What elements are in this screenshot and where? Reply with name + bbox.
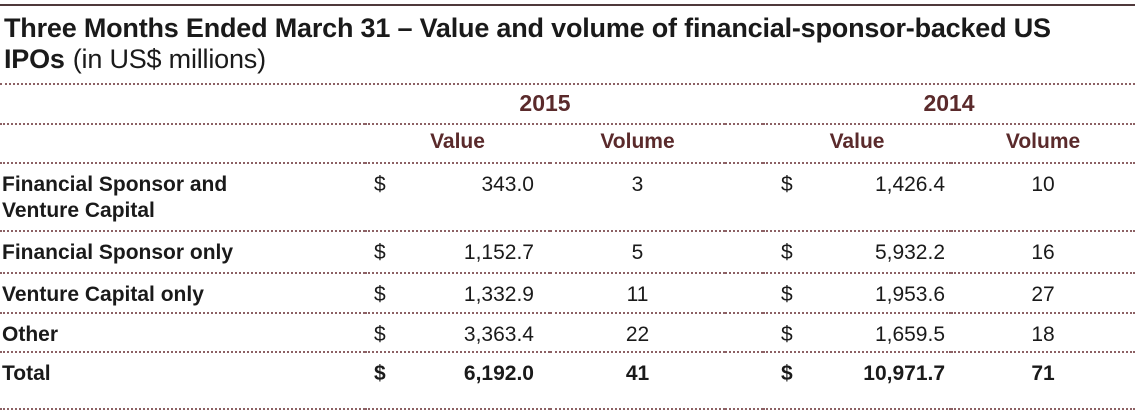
column-gap xyxy=(725,273,763,313)
column-gap xyxy=(725,352,763,409)
value-2014-cell: $1,426.4 xyxy=(763,163,951,231)
value-2015: 343.0 xyxy=(481,173,534,196)
row-label: Venture Capital only xyxy=(2,283,204,306)
title-units: (in US$ millions) xyxy=(72,44,266,74)
row-label: Financial Sponsor and Venture Capital xyxy=(2,173,228,222)
column-gap xyxy=(725,124,763,163)
table-total-row: Total $6,192.0 41 $10,971.7 71 xyxy=(0,352,1135,409)
empty-cell xyxy=(0,124,365,163)
volume-2015: 11 xyxy=(626,283,649,306)
value-2014-header: Value xyxy=(829,130,885,153)
currency-symbol: $ xyxy=(781,323,793,346)
table-row: Other $3,363.4 22 $1,659.5 18 xyxy=(0,313,1135,352)
value-2015: 1,152.7 xyxy=(463,241,534,264)
page-title: Three Months Ended March 31 – Value and … xyxy=(0,6,1135,85)
currency-symbol: $ xyxy=(374,241,386,264)
value-2015-header: Value xyxy=(430,130,485,153)
currency-symbol: $ xyxy=(374,323,386,346)
value-2015-cell: $6,192.0 xyxy=(365,352,550,409)
column-gap xyxy=(725,85,763,124)
year-header-2014: 2014 xyxy=(923,90,975,116)
value-2015: 6,192.0 xyxy=(463,362,534,385)
column-header-row: Value Volume Value Volume xyxy=(0,124,1135,163)
volume-2015: 5 xyxy=(631,241,644,264)
column-gap xyxy=(725,313,763,352)
value-2014-cell: $5,932.2 xyxy=(763,231,951,273)
table-row: Financial Sponsor and Venture Capital $3… xyxy=(0,163,1135,231)
value-2014: 1,953.6 xyxy=(874,283,946,306)
value-2015-cell: $1,332.9 xyxy=(365,273,550,313)
value-2015-cell: $1,152.7 xyxy=(365,231,550,273)
value-2014-cell: $10,971.7 xyxy=(763,352,951,409)
currency-symbol: $ xyxy=(781,241,793,264)
title-line2-bold: US IPOs xyxy=(4,13,1051,74)
row-label: Total xyxy=(2,362,51,385)
year-header-row: 2015 2014 xyxy=(0,85,1135,124)
currency-symbol: $ xyxy=(374,283,386,306)
ipo-value-volume-table: 2015 2014 Value Volume Value Volume Fina… xyxy=(0,85,1135,410)
value-2015: 1,332.9 xyxy=(463,283,534,306)
value-2014: 5,932.2 xyxy=(874,241,946,264)
table-row: Venture Capital only $1,332.9 11 $1,953.… xyxy=(0,273,1135,313)
volume-2015-header: Volume xyxy=(600,130,675,153)
row-label: Other xyxy=(2,323,59,346)
value-2014-cell: $1,953.6 xyxy=(763,273,951,313)
volume-2014: 27 xyxy=(1031,283,1055,306)
value-2015-cell: $343.0 xyxy=(365,163,550,231)
volume-2014: 71 xyxy=(1031,362,1055,385)
year-header-2015: 2015 xyxy=(519,90,571,116)
table-row: Financial Sponsor only $1,152.7 5 $5,932… xyxy=(0,231,1135,273)
row-label: Financial Sponsor only xyxy=(2,241,234,264)
column-gap xyxy=(725,163,763,231)
empty-cell xyxy=(0,85,365,124)
volume-2015: 41 xyxy=(625,362,650,385)
currency-symbol: $ xyxy=(781,362,793,385)
currency-symbol: $ xyxy=(781,283,793,306)
value-2014: 1,426.4 xyxy=(874,173,946,196)
volume-2015: 22 xyxy=(625,323,650,346)
currency-symbol: $ xyxy=(781,173,793,196)
volume-2014: 18 xyxy=(1031,323,1055,346)
volume-2015: 3 xyxy=(631,173,644,196)
value-2014: 10,971.7 xyxy=(863,362,946,385)
value-2015: 3,363.4 xyxy=(463,323,534,346)
currency-symbol: $ xyxy=(374,362,386,385)
volume-2014: 16 xyxy=(1031,241,1055,264)
value-2015-cell: $3,363.4 xyxy=(365,313,550,352)
title-line1: Three Months Ended March 31 – Value and … xyxy=(4,13,1007,43)
currency-symbol: $ xyxy=(374,173,386,196)
column-gap xyxy=(725,231,763,273)
report-sheet: Three Months Ended March 31 – Value and … xyxy=(0,4,1135,410)
value-2014-cell: $1,659.5 xyxy=(763,313,951,352)
value-2014: 1,659.5 xyxy=(874,323,946,346)
volume-2014-header: Volume xyxy=(1005,130,1081,153)
volume-2014: 10 xyxy=(1031,173,1055,196)
